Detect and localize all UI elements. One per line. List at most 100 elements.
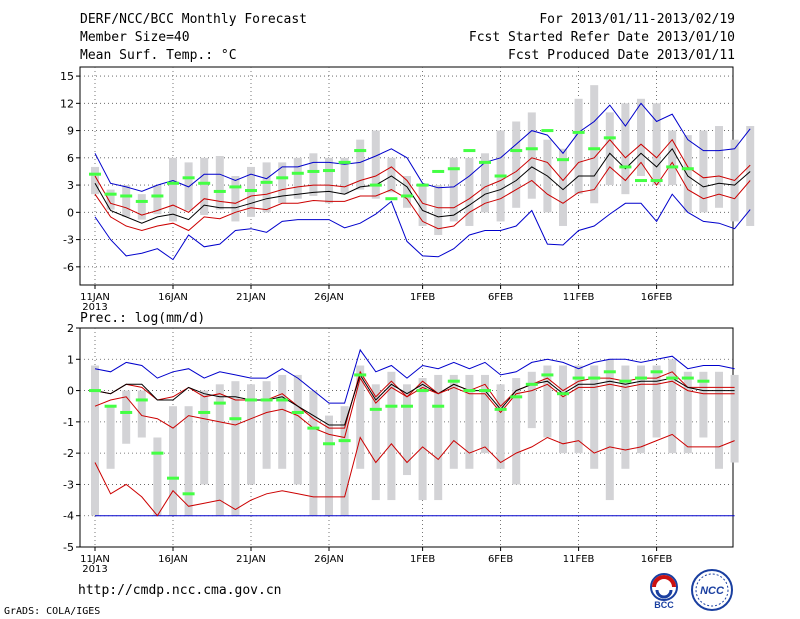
temp-green-marker — [572, 130, 585, 134]
precip-year-label: 2013 — [82, 564, 107, 575]
temp-green-marker — [151, 194, 164, 198]
temp-green-marker — [354, 149, 367, 153]
temp-green-marker — [260, 180, 273, 184]
temp-spread-box — [465, 157, 474, 226]
precip-spread-box — [262, 381, 271, 469]
temp-ytick-label: 3 — [67, 179, 74, 192]
precip-green-marker — [510, 395, 523, 399]
temp-spread-box — [481, 153, 489, 213]
temp-green-marker — [104, 192, 117, 196]
temp-green-marker — [213, 189, 226, 193]
temp-green-marker — [666, 165, 679, 169]
bcc-logo-icon: BCC — [650, 573, 678, 610]
precip-green-marker — [323, 442, 335, 446]
precip-spread-box — [137, 390, 146, 438]
precip-spread-box — [668, 359, 677, 454]
precip-spread-box — [356, 365, 365, 469]
temp-green-marker — [650, 179, 663, 183]
precip-ytick-label: -5 — [63, 541, 74, 554]
precip-spread-box — [449, 374, 458, 469]
precip-label: Prec.: log(mm/d) — [80, 311, 206, 326]
precip-spread-box — [231, 381, 240, 516]
temp-spread-box — [746, 126, 755, 226]
temp-spread-box — [325, 157, 333, 204]
temp-spread-box — [683, 135, 692, 213]
temp-green-marker — [323, 169, 335, 173]
temp-spread-box — [262, 162, 271, 213]
temp-series-upper — [94, 138, 751, 216]
temp-xtick-label: 21JAN — [236, 292, 266, 303]
precip-spread-box — [184, 406, 193, 516]
temp-xtick-label: 26JAN — [314, 292, 344, 303]
temp-ytick-label: 0 — [67, 206, 74, 219]
precip-ytick-label: 2 — [67, 322, 74, 335]
temp-green-marker — [557, 158, 569, 162]
precip-spread-box — [543, 365, 552, 438]
precip-green-marker — [494, 407, 507, 411]
precip-green-marker — [681, 376, 694, 380]
precip-spread-box — [325, 415, 333, 516]
temp-green-marker — [338, 160, 351, 164]
temperature-panel: -6 -3 0 3 6 9 12 15 11JAN 16JAN 21JAN 26JAN 1FEB 6FEB… — [60, 66, 755, 313]
temp-green-marker — [541, 129, 554, 133]
precip-series-ensemble-mean — [94, 373, 735, 426]
precip-green-marker — [463, 389, 476, 393]
precip-green-marker — [479, 389, 491, 393]
temp-series-ensemble-max — [94, 102, 751, 192]
precip-spread-box — [559, 365, 567, 454]
temp-green-marker — [291, 171, 304, 175]
temp-xtick-label: 16JAN — [158, 292, 188, 303]
temp-green-marker — [588, 147, 601, 151]
precip-spread-box — [683, 371, 692, 454]
precip-green-marker — [135, 398, 148, 402]
temp-xtick-label: 11FEB — [563, 292, 595, 303]
temp-spread-box — [153, 185, 162, 215]
precip-spread-box — [652, 365, 661, 438]
temp-green-marker — [416, 183, 429, 187]
temp-green-marker — [619, 165, 632, 169]
precip-xtick-label: 11JAN — [80, 554, 110, 565]
temp-green-marker — [432, 169, 445, 173]
temp-spread-box — [403, 176, 411, 208]
precip-spread-box — [278, 374, 287, 469]
precip-xtick-label: 1FEB — [410, 554, 435, 565]
precip-green-marker — [354, 373, 367, 377]
temp-green-marker — [401, 194, 413, 198]
precip-series-ensemble-min — [94, 433, 735, 517]
temp-ytick-label: 9 — [67, 125, 74, 138]
temp-spread-box — [169, 157, 177, 222]
temp-spread-box — [668, 130, 677, 186]
precip-green-marker — [588, 376, 601, 380]
precip-spread-box — [527, 371, 536, 429]
chart-title: DERF/NCC/BCC Monthly Forecast — [80, 12, 307, 27]
precip-green-marker — [167, 476, 179, 480]
temp-spread-box — [231, 176, 240, 222]
precip-green-marker — [245, 398, 257, 402]
temp-ytick-label: 15 — [60, 70, 74, 83]
precip-spread-box — [371, 384, 380, 501]
precip-green-marker — [151, 451, 164, 455]
temp-xtick-label: 1FEB — [410, 292, 435, 303]
precip-spread-box — [590, 365, 599, 469]
temp-spread-box — [106, 189, 115, 210]
temp-spread-box — [137, 194, 146, 220]
temp-green-marker — [89, 172, 101, 176]
precip-spread-box — [122, 390, 131, 444]
temp-green-marker — [182, 176, 195, 180]
precip-spread-box — [434, 374, 443, 501]
temp-spread-box — [621, 103, 630, 195]
ncc-logo-text: NCC — [700, 585, 725, 597]
temp-series-lower — [94, 161, 751, 232]
precip-ytick-label: 0 — [67, 385, 74, 398]
precip-series-ensemble-max — [94, 348, 735, 404]
precip-spread-box — [699, 371, 708, 438]
temp-spread-box — [340, 157, 349, 195]
precip-spread-box — [91, 365, 99, 516]
precip-spread-box — [637, 365, 645, 454]
temp-green-marker — [681, 167, 694, 171]
precip-spread-box — [481, 374, 489, 454]
precip-green-marker — [260, 398, 273, 402]
precip-xtick-label: 26JAN — [314, 554, 344, 565]
temp-green-marker — [369, 183, 382, 187]
